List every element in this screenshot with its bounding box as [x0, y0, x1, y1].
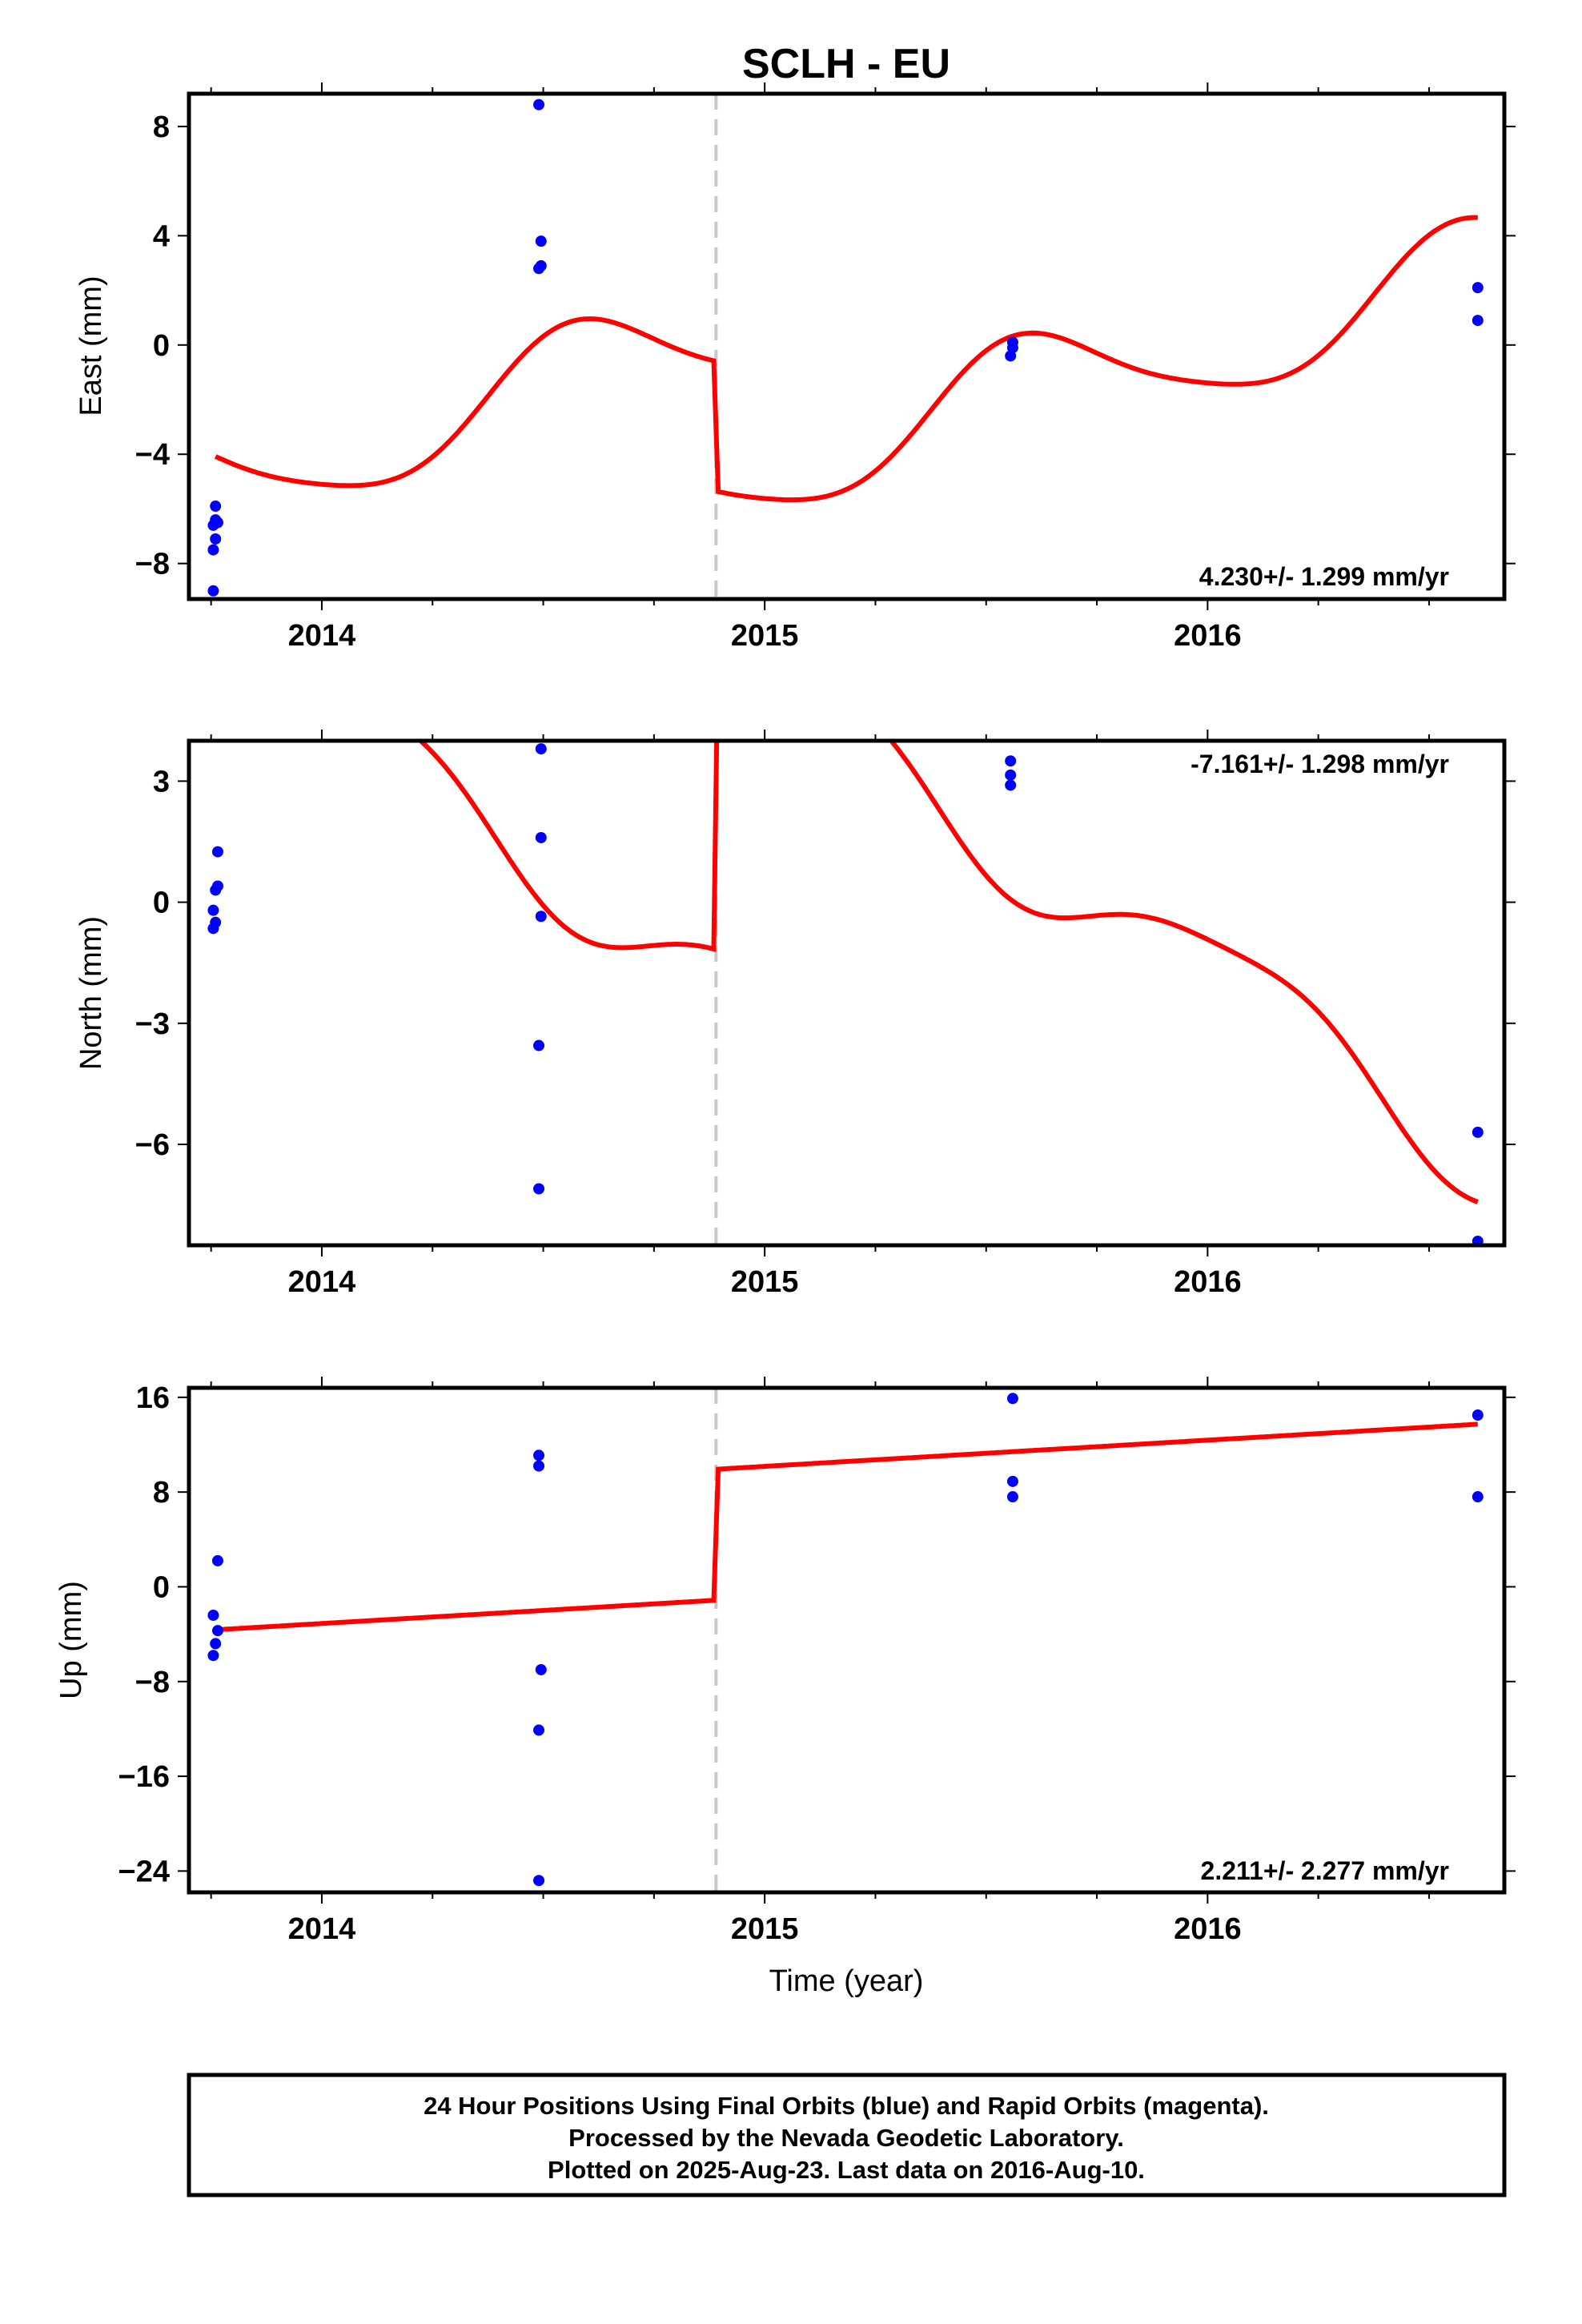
data-point	[535, 831, 547, 843]
data-point	[1006, 1475, 1018, 1487]
data-point	[1472, 315, 1484, 327]
y-tick-label: −6	[135, 1128, 170, 1162]
data-point	[211, 517, 223, 529]
data-point	[211, 846, 223, 858]
footer-line-2: Processed by the Nevada Geodetic Laborat…	[568, 2124, 1124, 2152]
data-point	[207, 585, 219, 597]
north-axis-label: North (mm)	[74, 916, 108, 1070]
y-tick-label: −3	[135, 1007, 170, 1041]
data-point	[533, 1039, 545, 1051]
model-curve	[416, 741, 1479, 1204]
x-tick-label: 2016	[1174, 1912, 1242, 1946]
data-point	[210, 533, 222, 545]
y-tick-label: 8	[153, 1476, 170, 1510]
y-tick-label: −4	[135, 438, 170, 472]
x-tick-label: 2016	[1174, 1265, 1242, 1299]
data-point	[535, 743, 547, 755]
data-point	[1472, 1409, 1484, 1421]
data-point	[207, 904, 219, 916]
x-tick-label: 2014	[288, 1265, 356, 1299]
east-panel: East (mm) 4.230+/- 1.299 mm/yr 2014 2015 2…	[74, 82, 1516, 653]
x-tick-label: 2015	[731, 1265, 799, 1299]
plot-frame	[187, 91, 1507, 601]
x-tick-label: 2016	[1174, 619, 1242, 653]
x-tick-label: 2014	[288, 1912, 356, 1946]
x-tick-label: 2015	[731, 1912, 799, 1946]
y-tick-label: 16	[136, 1381, 170, 1415]
east-axis-label: East (mm)	[74, 275, 108, 416]
data-point	[533, 1183, 545, 1195]
data-point	[533, 1724, 545, 1736]
footer-line-3: Plotted on 2025-Aug-23. Last data on 201…	[548, 2156, 1145, 2184]
data-point	[210, 501, 222, 513]
model-curve	[214, 215, 1478, 503]
data-point	[207, 544, 219, 556]
y-tick-label: 0	[153, 1570, 170, 1604]
y-tick-label: 3	[153, 765, 170, 798]
data-point	[535, 259, 547, 271]
north-panel: North (mm) -7.161+/- 1.298 mm/yr 2014 201…	[74, 730, 1516, 1299]
y-tick-label: −8	[135, 548, 170, 581]
x-axis-label: Time (year)	[769, 1964, 924, 1998]
data-point	[1006, 1393, 1018, 1405]
east-rate-label: 4.230+/- 1.299 mm/yr	[1199, 562, 1449, 591]
up-panel: Up (mm) 2.211+/- 2.277 mm/yr Time (year)…	[54, 1377, 1516, 1998]
data-point	[207, 1609, 219, 1621]
y-tick-label: −24	[118, 1855, 170, 1888]
north-rate-label: -7.161+/- 1.298 mm/yr	[1191, 750, 1449, 778]
y-tick-label: −16	[118, 1760, 170, 1794]
chart-title: SCLH - EU	[742, 41, 950, 87]
data-point	[207, 923, 219, 935]
plot-frame	[187, 738, 1507, 1248]
data-point	[1472, 282, 1484, 294]
data-point	[211, 1625, 223, 1637]
x-tick-label: 2014	[288, 619, 356, 653]
up-rate-label: 2.211+/- 2.277 mm/yr	[1201, 1856, 1449, 1885]
y-tick-label: 0	[153, 887, 170, 920]
up-axis-label: Up (mm)	[54, 1581, 88, 1699]
data-point	[535, 235, 547, 247]
data-point	[207, 1650, 219, 1662]
y-tick-label: 8	[153, 111, 170, 144]
data-point	[1472, 1126, 1484, 1138]
data-point	[533, 99, 545, 111]
y-tick-label: 0	[153, 329, 170, 363]
data-point	[533, 1875, 545, 1887]
footer-line-1: 24 Hour Positions Using Final Orbits (bl…	[424, 2092, 1269, 2120]
model-curve	[215, 1421, 1478, 1633]
data-point	[535, 1663, 547, 1675]
y-tick-label: 4	[153, 219, 170, 253]
y-tick-label: −8	[135, 1666, 170, 1699]
data-point	[1005, 755, 1017, 767]
data-point	[533, 1460, 545, 1472]
plot-frame	[187, 1385, 1507, 1895]
data-point	[1005, 779, 1017, 791]
data-point	[211, 1554, 223, 1566]
data-point	[1472, 1491, 1484, 1503]
data-point	[535, 911, 547, 923]
data-point	[1006, 1491, 1018, 1503]
footer-box: 24 Hour Positions Using Final Orbits (bl…	[187, 2073, 1507, 2197]
x-tick-label: 2015	[731, 619, 799, 653]
data-point	[210, 1638, 222, 1650]
data-point	[533, 1449, 545, 1462]
data-point	[1005, 769, 1017, 781]
data-point	[210, 884, 222, 896]
data-point	[1005, 350, 1017, 362]
